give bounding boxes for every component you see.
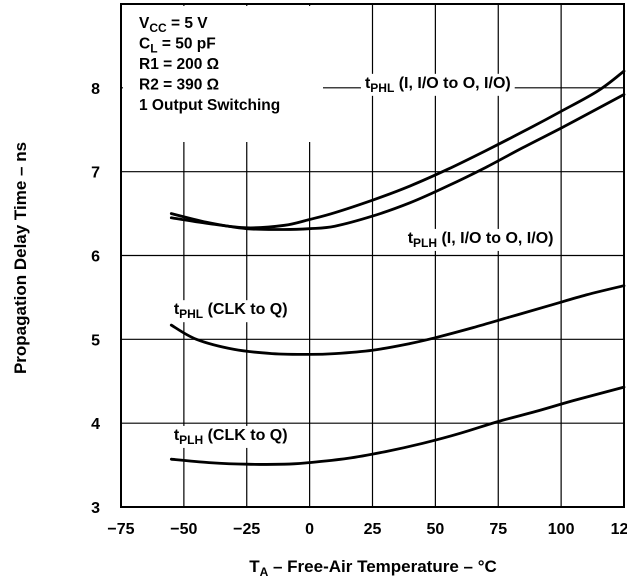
curve-label-4: tPLH (CLK to Q): [174, 427, 288, 447]
x-tick-label: 25: [364, 521, 382, 538]
y-axis-title: Propagation Delay Time – ns: [11, 142, 30, 374]
y-tick-labels: 3 4 5 6 7 8: [91, 81, 100, 517]
curve-label-backdrop: [403, 228, 558, 251]
series-line-2: [169, 93, 626, 231]
x-tick-labels: −75 −50 −25 0 25 50 75 100 125: [107, 521, 627, 538]
curve-label-2: tPLH (I, I/O to O, I/O): [408, 230, 554, 250]
curve-label-backdrop: [360, 73, 515, 96]
condition-line: R2 = 390 Ω: [139, 77, 219, 94]
condition-line: R1 = 200 Ω: [139, 56, 219, 73]
y-tick-label: 6: [91, 249, 100, 266]
series-curves: [169, 69, 626, 466]
y-tick-label: 5: [91, 332, 100, 349]
y-tick-label: 7: [91, 165, 100, 182]
curve-label-backdrop: [169, 300, 292, 323]
condition-line: VCC = 5 V: [139, 15, 208, 35]
x-tick-label: 75: [489, 521, 507, 538]
x-tick-label: −50: [170, 521, 197, 538]
curve-label-1: tPHL (I, I/O to O, I/O): [365, 75, 511, 95]
y-tick-label: 4: [91, 416, 100, 433]
y-tick-label: 8: [91, 81, 100, 98]
x-tick-label: 100: [548, 521, 575, 538]
curve-label-backdrop: [169, 425, 292, 448]
x-tick-label: 125: [611, 521, 627, 538]
x-tick-label: 50: [426, 521, 444, 538]
series-line-3: [169, 284, 626, 356]
condition-line: 1 Output Switching: [139, 97, 280, 114]
curve-label-3: tPHL (CLK to Q): [174, 301, 288, 321]
series-line-4: [169, 385, 626, 466]
conditions-backdrop: [123, 6, 323, 142]
x-tick-label: −25: [233, 521, 260, 538]
x-axis-title: TA – Free-Air Temperature – °C: [249, 557, 497, 579]
x-tick-label: 0: [305, 521, 314, 538]
y-tick-label: 3: [91, 500, 100, 517]
plot-frame: [120, 3, 625, 508]
x-tick-label: −75: [107, 521, 134, 538]
condition-line: CL = 50 pF: [139, 36, 216, 56]
curve-labels: tPHL (I, I/O to O, I/O) tPLH (I, I/O to O…: [169, 73, 558, 448]
